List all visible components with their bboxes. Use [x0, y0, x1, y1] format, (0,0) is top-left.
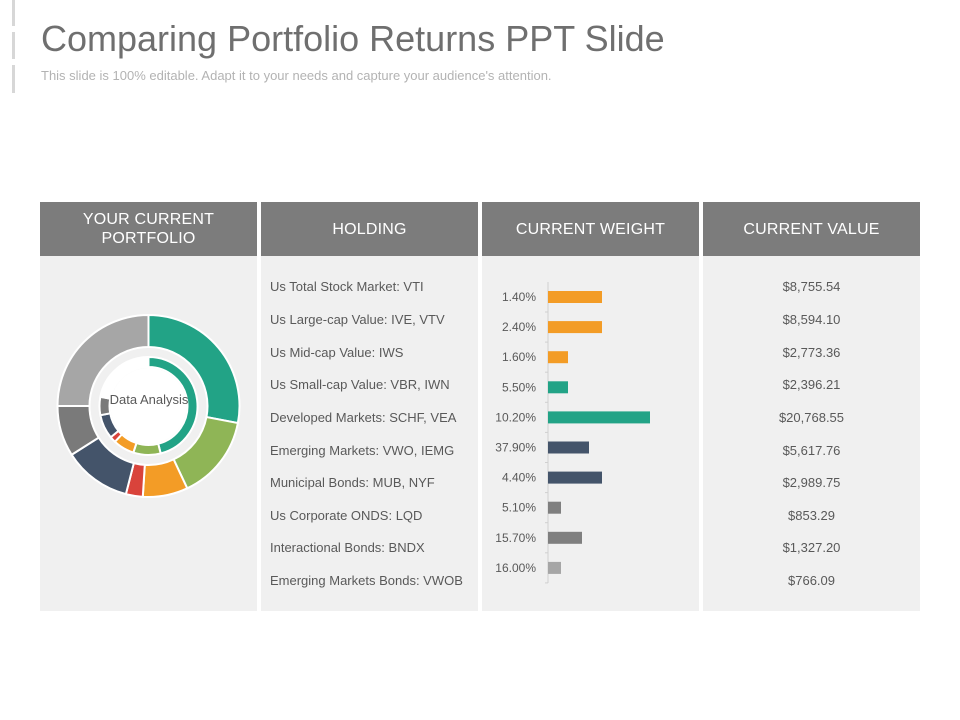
weight-label: 1.60% — [502, 350, 536, 364]
holding-value: $2,989.75 — [782, 475, 841, 490]
donut-hole — [110, 368, 187, 444]
weight-bar — [548, 501, 561, 514]
donut-outer-slice — [56, 313, 150, 407]
weight-panel — [482, 256, 699, 611]
weight-bar — [548, 321, 602, 334]
header-portfolio: YOUR CURRENT PORTFOLIO — [40, 202, 257, 256]
edge-bar-3 — [0, 65, 15, 93]
holding-name: Emerging Markets: VWO, IEMG — [270, 443, 455, 458]
weight-label: 1.40% — [502, 290, 536, 304]
weight-bar — [548, 411, 650, 424]
weight-bar — [548, 471, 602, 484]
holding-name: Emerging Markets Bonds: VWOB — [270, 573, 463, 588]
weight-label: 16.00% — [495, 561, 536, 575]
header-value: CURRENT VALUE — [703, 202, 920, 256]
weight-bar — [548, 351, 568, 364]
value-panel — [703, 256, 920, 611]
header-weight: CURRENT WEIGHT — [482, 202, 699, 256]
holding-value: $1,327.20 — [782, 540, 841, 555]
portfolio-donut-chart — [56, 313, 241, 498]
weight-bar-chart: 1.40% 2.40% 1.60% 5.50% 10.20% 37.90% 4.40% 5.1… — [495, 282, 650, 584]
donut-center-label: Data Analysis — [109, 392, 189, 407]
holding-panel — [261, 256, 478, 611]
weight-label: 15.70% — [495, 531, 536, 545]
weight-bar — [548, 441, 589, 454]
weight-label: 4.40% — [502, 471, 536, 485]
weight-bar — [548, 381, 568, 394]
weight-bar — [548, 531, 582, 544]
holding-value: $853.29 — [788, 508, 835, 523]
weight-label: 2.40% — [502, 320, 536, 334]
weight-label: 37.90% — [495, 441, 536, 455]
holding-value: $20,768.55 — [778, 410, 845, 425]
weight-bar — [548, 561, 561, 574]
weight-bar — [548, 291, 602, 303]
holding-name: Us Small-cap Value: VBR, IWN — [270, 377, 450, 392]
holding-value: $8,755.54 — [782, 279, 841, 294]
donut-inner-slice — [132, 441, 162, 456]
weight-label: 5.50% — [502, 380, 536, 394]
holding-value: $2,396.21 — [782, 377, 841, 392]
holding-name: Interactional Bonds: BNDX — [270, 540, 425, 555]
slide-subtitle: This slide is 100% editable. Adapt it to… — [41, 68, 552, 83]
holding-value: $5,617.76 — [782, 443, 841, 458]
edge-bar-2 — [0, 32, 15, 59]
holding-value: $766.09 — [788, 573, 835, 588]
holding-name: Us Large-cap Value: IVE, VTV — [270, 312, 445, 327]
holding-name: Municipal Bonds: MUB, NYF — [270, 475, 435, 490]
holding-name: Us Mid-cap Value: IWS — [270, 345, 404, 360]
slide-title: Comparing Portfolio Returns PPT Slide — [41, 18, 665, 59]
edge-bar-1 — [0, 0, 15, 26]
holding-name: Us Total Stock Market: VTI — [270, 279, 424, 294]
header-holding: HOLDING — [261, 202, 478, 256]
weight-label: 5.10% — [502, 501, 536, 515]
weight-label: 10.20% — [495, 410, 536, 424]
holding-value: $2,773.36 — [782, 345, 841, 360]
holding-name: Developed Markets: SCHF, VEA — [270, 410, 457, 425]
donut-inner-slice — [99, 355, 150, 400]
holding-name: Us Corporate ONDS: LQD — [270, 508, 423, 523]
holding-value: $8,594.10 — [782, 312, 841, 327]
